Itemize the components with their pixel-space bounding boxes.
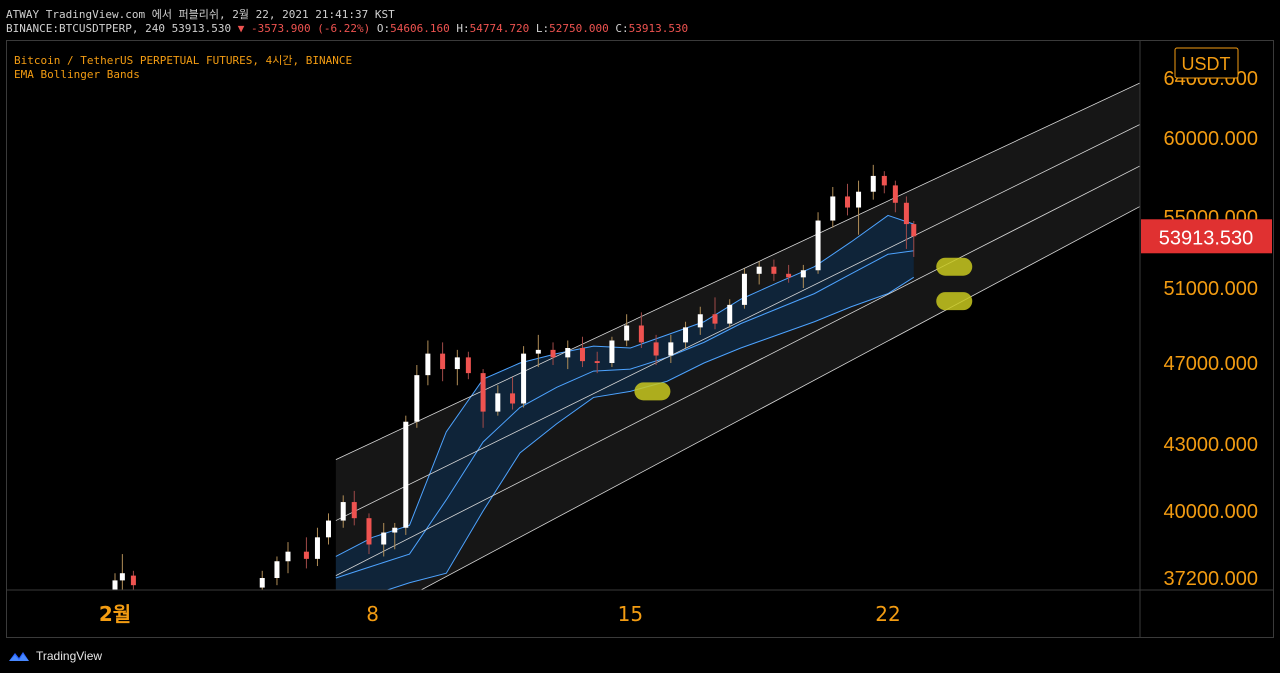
channel-line (335, 82, 1140, 460)
change-value: ▼ -3573.900 (-6.22%) (237, 22, 371, 35)
band-fill (335, 215, 914, 590)
candle-body (638, 325, 644, 343)
x-tick-label: 22 (875, 602, 900, 626)
y-tick-label: 47000.000 (1163, 353, 1258, 375)
candle-body (414, 375, 420, 422)
x-tick-label: 15 (618, 602, 643, 626)
candle-body (712, 314, 718, 324)
indicator-label: EMA Bollinger Bands (14, 68, 140, 81)
candle-body (565, 348, 571, 358)
open-value: 54606.160 (390, 22, 450, 35)
candle-body (480, 373, 486, 412)
candle-body (303, 551, 309, 559)
ohlc-header: BINANCE:BTCUSDTPERP, 240 53913.530 ▼ -35… (6, 22, 688, 35)
currency-badge (1174, 47, 1239, 79)
open-label: O: (376, 22, 391, 35)
candle-body (800, 270, 806, 278)
candle-body (653, 342, 659, 356)
y-tick-label: 60000.000 (1163, 128, 1258, 150)
candle-body (521, 353, 527, 404)
candle-body (274, 561, 280, 578)
candle-body (403, 421, 409, 528)
candle-body (624, 325, 630, 341)
last-price-tag (1141, 219, 1272, 254)
candle-body (366, 518, 372, 545)
candle-body (340, 502, 346, 521)
channel-line (335, 165, 1140, 576)
candle-body (510, 393, 516, 404)
candle-body (465, 357, 471, 374)
candle-body (881, 175, 887, 186)
chart-legend-title: Bitcoin / TetherUS PERPETUAL FUTURES, 4시… (14, 54, 353, 67)
candle-body (285, 551, 291, 562)
candle-body (130, 575, 136, 586)
highlight-marker (936, 292, 973, 311)
candle-body (771, 266, 777, 274)
tradingview-brand: TradingView (36, 649, 103, 663)
candle-body (668, 342, 674, 356)
candle-body (579, 348, 585, 362)
y-tick-label: 40000.000 (1163, 501, 1258, 523)
candle-body (786, 273, 792, 278)
band-middle-line (335, 250, 914, 579)
candle-body (756, 266, 762, 274)
symbol-price: BINANCE:BTCUSDTPERP, 240 53913.530 (6, 22, 232, 35)
candle-body (845, 196, 851, 208)
candle-body (325, 520, 331, 538)
candle-body (425, 353, 431, 376)
candle-body (830, 196, 836, 221)
tradingview-footer[interactable]: TradingView (8, 649, 102, 663)
candle-body (683, 327, 689, 343)
candle-body (112, 580, 118, 590)
highlight-marker (634, 382, 671, 401)
candle-body (697, 314, 703, 328)
candle-body (119, 573, 125, 581)
tradingview-logo-icon (9, 652, 29, 661)
channel-line (335, 123, 1140, 521)
plot-area (112, 82, 1140, 590)
y-tick-label: 43000.000 (1163, 434, 1258, 456)
highlight-marker (936, 257, 973, 276)
x-tick-label: 2월 (99, 602, 131, 626)
channel-fill (335, 82, 1140, 590)
last-price-label: 53913.530 (1159, 227, 1254, 249)
x-tick-label: 8 (366, 602, 379, 626)
close-label: C: (615, 22, 629, 35)
candle-body (440, 353, 446, 370)
candle-body (815, 220, 821, 271)
candle-body (911, 224, 917, 237)
candle-body (351, 502, 357, 519)
candle-body (495, 393, 501, 412)
low-label: L: (535, 22, 550, 35)
high-label: H: (456, 22, 470, 35)
candle-body (609, 340, 615, 363)
candle-body (870, 175, 876, 192)
low-value: 52750.000 (549, 22, 609, 35)
close-value: 53913.530 (628, 22, 689, 35)
candle-body (381, 532, 387, 545)
candle-body (892, 185, 898, 203)
band-upper-line (335, 214, 914, 557)
chart-frame (6, 40, 1274, 638)
candle-body (741, 273, 747, 305)
candle-body (550, 349, 556, 358)
candle-body (314, 537, 320, 559)
band-lower-line (385, 276, 915, 590)
candle-body (259, 578, 265, 588)
candle-body (535, 349, 541, 354)
candle-body (392, 527, 398, 533)
candle-body (454, 357, 460, 370)
candle-body (856, 191, 862, 208)
currency-badge-label: USDT (1182, 54, 1231, 74)
y-tick-label: 51000.000 (1163, 278, 1258, 300)
channel-line (420, 206, 1140, 590)
y-tick-label: 37200.000 (1163, 568, 1258, 590)
candle-body (903, 202, 909, 225)
publish-info: ATWAY TradingView.com 에서 퍼블리쉬, 2월 22, 20… (6, 8, 395, 21)
high-value: 54774.720 (469, 22, 530, 35)
candle-body (727, 304, 733, 324)
candle-body (594, 361, 600, 363)
